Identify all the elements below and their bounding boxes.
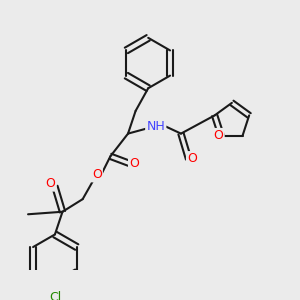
Text: O: O	[214, 129, 224, 142]
Text: Cl: Cl	[49, 291, 61, 300]
Text: NH: NH	[146, 119, 165, 133]
Text: O: O	[92, 168, 102, 181]
Text: O: O	[46, 177, 56, 190]
Text: O: O	[187, 152, 197, 165]
Text: O: O	[129, 158, 139, 170]
